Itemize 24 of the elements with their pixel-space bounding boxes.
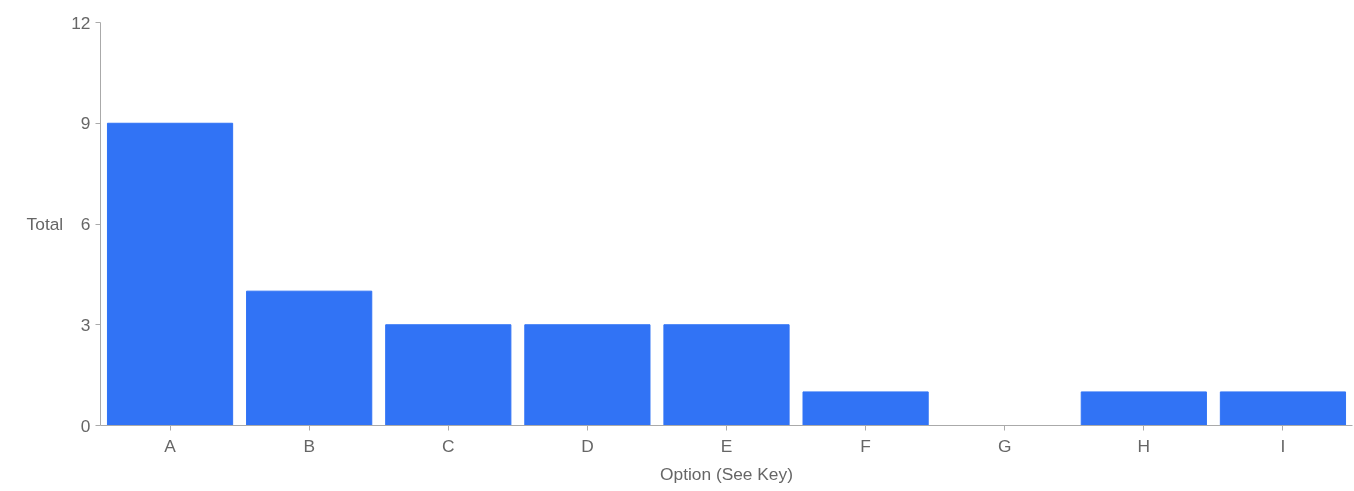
y-tick-label: 3 xyxy=(80,314,91,335)
bar xyxy=(106,122,234,426)
x-tick-label: E xyxy=(720,435,733,456)
bar xyxy=(246,290,373,426)
bar xyxy=(1080,391,1207,426)
x-tick-label: F xyxy=(860,435,871,456)
x-tick-label: I xyxy=(1280,435,1286,456)
y-axis-title: Total xyxy=(26,214,64,234)
y-tick-label: 12 xyxy=(71,12,91,33)
bar xyxy=(385,324,512,426)
x-tick-label: G xyxy=(997,435,1012,456)
x-axis-title: Option (See Key) xyxy=(660,463,793,484)
bar xyxy=(663,324,790,426)
bar xyxy=(1219,391,1347,426)
y-tick-label: 6 xyxy=(80,214,91,234)
x-tick-label: C xyxy=(442,435,455,456)
bar xyxy=(524,324,651,426)
x-tick-label: D xyxy=(581,435,594,456)
bar xyxy=(802,391,929,426)
x-tick-label: A xyxy=(164,435,177,456)
y-tick-label: 0 xyxy=(80,415,91,436)
x-tick-label: B xyxy=(303,435,315,456)
y-tick-label: 9 xyxy=(80,113,91,134)
x-tick-label: H xyxy=(1137,435,1151,456)
